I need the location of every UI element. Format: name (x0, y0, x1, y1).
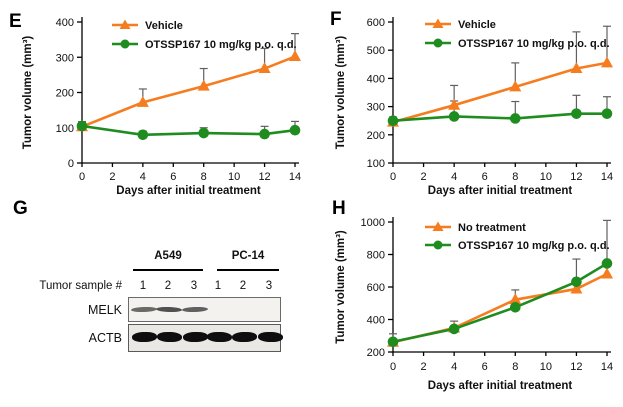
actb-band (182, 331, 208, 343)
series-markers (387, 108, 613, 126)
svg-text:10: 10 (228, 171, 240, 183)
western-blot-panel: A549 PC-14 Tumor sample # 1 2 3 1 2 3 MELK AC… (0, 200, 311, 407)
svg-text:14: 14 (601, 171, 613, 183)
svg-text:600: 600 (367, 17, 385, 29)
svg-text:100: 100 (56, 123, 74, 135)
svg-text:6: 6 (482, 361, 488, 373)
legend-label: OTSSP167 10 mg/kg p.o. q.d. (145, 39, 297, 51)
actb-band (156, 331, 182, 343)
svg-text:12: 12 (258, 171, 270, 183)
panel-label-h: H (332, 198, 346, 219)
tumor-volume-chart-h: 200 400 600 800 1000 0 2 4 6 8 10 12 14 Days after in… (335, 217, 614, 392)
svg-text:12: 12 (570, 361, 582, 373)
svg-text:300: 300 (367, 102, 385, 114)
svg-text:200: 200 (367, 130, 385, 142)
pc14-underline (217, 269, 279, 271)
actb-band (131, 331, 157, 343)
axes (77, 17, 299, 167)
melk-blot-strip (128, 297, 281, 322)
svg-text:6: 6 (482, 171, 488, 183)
a549-underline (133, 269, 203, 271)
svg-text:0: 0 (79, 171, 85, 183)
x-axis-title: Days after initial treatment (428, 185, 573, 197)
svg-text:1000: 1000 (361, 217, 385, 229)
legend-label: OTSSP167 10 mg/kg p.o. q.d. (458, 240, 610, 252)
svg-text:400: 400 (367, 315, 385, 327)
axis-tick-labels: 0 100 200 300 400 0 2 4 6 8 10 12 14 (56, 17, 301, 183)
panel-label-e: E (9, 11, 22, 32)
actb-label: ACTB (88, 331, 122, 345)
melk-label: MELK (87, 303, 122, 317)
svg-text:8: 8 (512, 171, 518, 183)
svg-text:400: 400 (56, 17, 74, 29)
error-bars (572, 219, 611, 282)
svg-text:0: 0 (390, 171, 396, 183)
axes (388, 217, 611, 356)
legend: Vehicle OTSSP167 10 mg/kg p.o. q.d. (425, 18, 610, 50)
lane-number: 2 (239, 280, 247, 292)
svg-text:600: 600 (367, 282, 385, 294)
actb-blot-strip (128, 324, 283, 352)
legend-label: No treatment (458, 222, 526, 234)
x-axis-title: Days after initial treatment (428, 380, 573, 392)
legend-label: Vehicle (145, 20, 183, 32)
tumor-volume-chart-f: 100 200 300 400 500 600 0 2 4 6 8 10 12 14 Days after … (335, 17, 613, 197)
svg-text:6: 6 (170, 171, 176, 183)
svg-text:2: 2 (109, 171, 115, 183)
series-line (392, 262, 608, 344)
axes (388, 17, 611, 167)
tumor-volume-chart-e: 0 100 200 300 400 0 2 4 6 8 10 12 14 Days after initi… (22, 17, 301, 197)
melk-band (130, 306, 158, 313)
cell-line-a549-label: A549 (154, 250, 182, 262)
y-axis-title: Tumor volume (mm³) (335, 36, 347, 150)
svg-text:400: 400 (367, 73, 385, 85)
series-markers (76, 120, 301, 141)
y-axis-title: Tumor volume (mm³) (335, 230, 347, 344)
tumor-sample-label: Tumor sample # (39, 280, 122, 292)
lane-number: 1 (214, 280, 222, 292)
svg-text:14: 14 (601, 361, 613, 373)
svg-text:4: 4 (451, 361, 457, 373)
svg-text:4: 4 (140, 171, 146, 183)
panel-label-f: F (330, 9, 342, 30)
svg-text:0: 0 (68, 158, 74, 170)
svg-text:800: 800 (367, 250, 385, 262)
lane-number: 2 (164, 280, 172, 292)
svg-text:4: 4 (451, 171, 457, 183)
series-markers (387, 258, 613, 348)
melk-band (181, 306, 209, 313)
legend: Vehicle OTSSP167 10 mg/kg p.o. q.d. (112, 19, 297, 51)
lane-number: 1 (139, 280, 147, 292)
svg-text:2: 2 (421, 171, 427, 183)
lane-number: 3 (190, 280, 198, 292)
lane-number: 3 (265, 280, 273, 292)
svg-text:8: 8 (201, 171, 207, 183)
svg-text:2: 2 (421, 361, 427, 373)
axis-tick-labels: 200 400 600 800 1000 0 2 4 6 8 10 12 14 (361, 217, 614, 373)
svg-text:100: 100 (367, 158, 385, 170)
legend-label: OTSSP167 10 mg/kg p.o. q.d. (458, 38, 610, 50)
svg-text:10: 10 (540, 171, 552, 183)
svg-text:8: 8 (512, 361, 518, 373)
legend: No treatment OTSSP167 10 mg/kg p.o. q.d. (425, 221, 610, 252)
svg-text:300: 300 (56, 52, 74, 64)
svg-text:0: 0 (390, 361, 396, 373)
x-axis-title: Days after initial treatment (116, 185, 261, 197)
svg-text:500: 500 (367, 45, 385, 57)
svg-text:14: 14 (289, 171, 301, 183)
actb-band (257, 331, 283, 343)
cell-line-pc14-label: PC-14 (231, 250, 265, 262)
svg-text:200: 200 (56, 88, 74, 100)
svg-text:200: 200 (367, 347, 385, 359)
svg-text:10: 10 (540, 361, 552, 373)
actb-band (206, 331, 232, 343)
y-axis-title: Tumor volume (mm³) (22, 36, 34, 150)
melk-band (155, 306, 183, 313)
svg-text:12: 12 (570, 171, 582, 183)
actb-band (231, 331, 257, 343)
legend-label: Vehicle (458, 19, 496, 31)
panel-label-g: G (13, 198, 28, 219)
axis-tick-labels: 100 200 300 400 500 600 0 2 4 6 8 10 12 14 (367, 17, 613, 183)
